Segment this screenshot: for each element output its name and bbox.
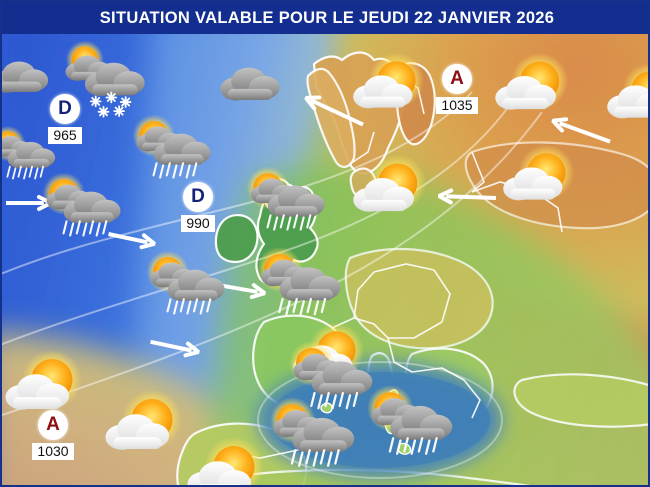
sun-cloud-icon xyxy=(2,347,88,433)
sun-cloud-icon xyxy=(350,152,432,234)
island-balearic xyxy=(320,402,333,414)
page-title: SITUATION VALABLE POUR LE JEUDI 22 JANVI… xyxy=(99,9,555,27)
sun-cloud-icon xyxy=(350,50,430,130)
flow-arrow-west xyxy=(437,187,497,207)
pressure-value-label: 990 xyxy=(181,215,215,232)
snow-icon xyxy=(62,40,150,130)
low-pressure-symbol: D xyxy=(183,182,213,212)
flow-arrow-west xyxy=(301,89,367,132)
mediterranean-swirl xyxy=(257,361,503,479)
cloud-icon xyxy=(2,42,58,112)
flow-arrow-east xyxy=(148,333,202,361)
rain-icon xyxy=(2,122,58,194)
low-pressure-symbol: D xyxy=(50,94,80,124)
rain-icon xyxy=(284,336,376,428)
flow-arrow-west xyxy=(549,112,613,150)
pressure-value-label: 1030 xyxy=(32,443,74,460)
high-pressure-symbol: A xyxy=(442,64,472,94)
pressure-marker-high-1035[interactable]: A 1035 xyxy=(425,64,489,115)
pressure-value-label: 1035 xyxy=(436,97,478,114)
flow-arrow-east xyxy=(106,225,158,253)
rain-icon xyxy=(142,246,228,332)
land-turkey xyxy=(513,373,648,428)
rain-icon xyxy=(252,242,344,334)
sun-cloud-icon xyxy=(500,142,580,222)
sun-cloud-icon xyxy=(604,60,648,140)
pressure-marker-low-965[interactable]: D 965 xyxy=(33,94,97,145)
rain-icon xyxy=(362,380,456,474)
rain-icon xyxy=(38,168,124,254)
rain-icon xyxy=(242,162,328,248)
pressure-marker-high-1030[interactable]: A 1030 xyxy=(21,410,85,461)
sun-cloud-icon xyxy=(184,434,270,485)
cloud-icon xyxy=(216,47,290,121)
pressure-marker-low-990[interactable]: D 990 xyxy=(166,182,230,233)
sun-cloud-icon xyxy=(492,50,574,132)
land-central-europe xyxy=(344,247,494,350)
high-pressure-symbol: A xyxy=(38,410,68,440)
rain-icon xyxy=(264,392,358,485)
land-ireland xyxy=(214,214,259,264)
land-north-africa xyxy=(190,468,532,485)
title-bar: SITUATION VALABLE POUR LE JEUDI 22 JANVI… xyxy=(2,2,648,34)
rain-icon xyxy=(128,110,214,196)
pressure-value-label: 965 xyxy=(48,127,82,144)
sun-cloud-icon xyxy=(102,387,188,473)
